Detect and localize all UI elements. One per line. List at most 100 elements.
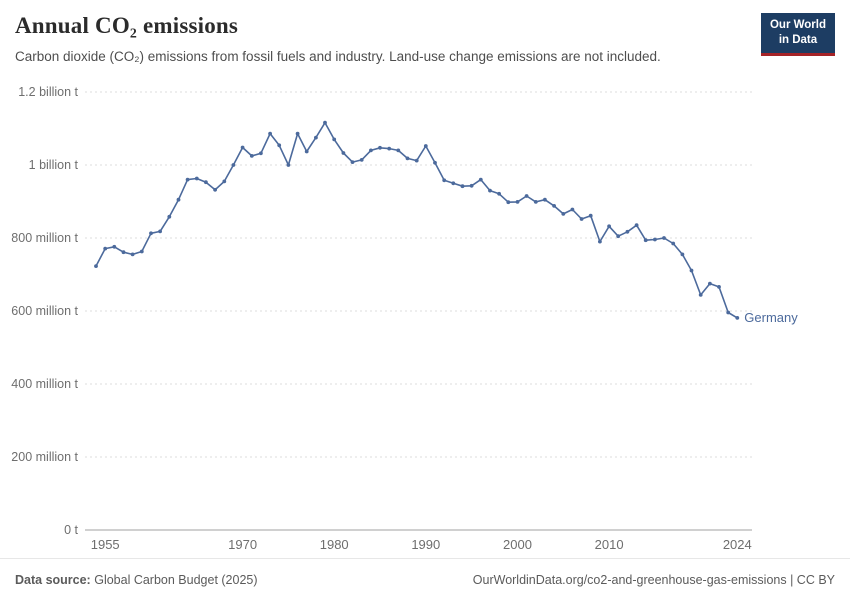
data-point[interactable] [314,135,318,140]
data-point[interactable] [158,229,163,234]
y-tick-label: 0 t [64,523,78,537]
data-point[interactable] [277,143,282,148]
data-point[interactable] [268,131,272,136]
data-point[interactable] [561,212,566,216]
data-source-label: Data source: [15,572,91,587]
data-point[interactable] [588,213,593,218]
data-point[interactable] [689,268,694,273]
data-point[interactable] [249,154,254,158]
data-point[interactable] [442,178,447,183]
y-tick-label: 600 million t [11,304,78,318]
data-point[interactable] [387,146,392,151]
data-point[interactable] [616,234,621,239]
data-point[interactable] [149,231,153,236]
data-point[interactable] [506,200,511,205]
data-point[interactable] [286,163,291,167]
x-tick-label: 2024 [723,537,752,552]
data-point[interactable] [396,148,401,153]
data-point[interactable] [488,188,492,193]
data-point[interactable] [643,238,648,243]
data-source: Data source: Global Carbon Budget (2025) [15,573,258,587]
data-point[interactable] [405,156,410,161]
data-point[interactable] [341,151,346,155]
credit-link[interactable]: OurWorldinData.org/co2-and-greenhouse-ga… [472,572,835,587]
y-tick-label: 200 million t [11,450,78,464]
data-point[interactable] [204,180,208,185]
line-chart: 0 t 200 million t 400 million t 600 million… [11,85,798,552]
logo-line-2: in Data [778,33,818,46]
data-point[interactable] [543,197,547,202]
data-point[interactable] [570,207,575,212]
data-point[interactable] [350,160,355,164]
data-point[interactable] [433,160,437,165]
data-point[interactable] [625,229,630,234]
data-point[interactable] [717,285,721,289]
data-point[interactable] [726,310,731,315]
x-tick-label: 1980 [320,537,349,552]
logo-line-1: Our World [769,19,826,31]
data-point[interactable] [213,187,218,192]
series-end-label[interactable]: Germany [744,310,798,325]
data-point[interactable] [295,131,300,136]
data-point[interactable] [359,158,364,162]
data-point[interactable] [112,244,117,249]
data-point[interactable] [735,316,740,320]
x-tick-label: 1970 [228,537,257,552]
data-point[interactable] [378,145,382,150]
data-point[interactable] [323,120,327,125]
data-point[interactable] [680,252,685,257]
x-tick-label: 1955 [91,537,120,552]
data-point[interactable] [139,249,144,254]
data-point[interactable] [304,149,309,154]
chart-title: Annual CO₂ emissions [15,13,239,38]
data-point[interactable] [552,204,556,208]
data-point[interactable] [103,246,108,251]
x-tick-label: 2010 [595,537,624,552]
data-point[interactable] [121,250,126,255]
data-point[interactable] [708,281,712,286]
data-point[interactable] [185,177,190,182]
data-point[interactable] [222,179,227,184]
data-point[interactable] [698,293,703,297]
data-point[interactable] [524,194,529,198]
data-point[interactable] [579,217,584,221]
data-point[interactable] [598,239,602,244]
data-point[interactable] [634,223,639,228]
y-tick-label: 800 million t [11,231,78,245]
data-point[interactable] [240,145,245,150]
y-tick-label: 1 billion t [29,158,79,172]
data-point[interactable] [369,148,373,153]
data-point[interactable] [194,176,199,181]
data-point[interactable] [515,200,520,204]
data-point[interactable] [259,151,263,156]
owid-logo[interactable]: Our World in Data [760,13,835,56]
data-point[interactable] [653,237,657,242]
data-point[interactable] [332,137,337,142]
x-tick-label: 1990 [411,537,440,552]
data-point[interactable] [94,264,98,268]
data-point[interactable] [231,163,236,167]
data-point[interactable] [607,224,611,229]
data-point[interactable] [167,214,172,219]
data-point[interactable] [460,184,465,189]
x-tick-label: 2000 [503,537,532,552]
data-point[interactable] [414,158,419,163]
data-point[interactable] [478,177,483,182]
title-block: Annual CO₂ emissions Carbon dioxide (CO₂… [15,13,661,66]
data-point[interactable] [497,191,501,196]
data-point[interactable] [423,144,428,148]
chart-header: Annual CO₂ emissions Carbon dioxide (CO₂… [0,0,850,78]
line-series-germany[interactable] [95,121,738,319]
data-point[interactable] [176,197,181,202]
data-point[interactable] [451,181,456,186]
chart-subtitle: Carbon dioxide (CO₂) emissions from foss… [15,49,661,64]
y-tick-label: 1.2 billion t [18,85,78,99]
chart-footer: Data source: Global Carbon Budget (2025)… [0,558,850,600]
data-point[interactable] [130,252,135,257]
data-point[interactable] [662,236,666,240]
data-point[interactable] [469,183,474,188]
data-point[interactable] [671,241,676,246]
data-point[interactable] [533,200,538,204]
y-tick-label: 400 million t [11,377,78,391]
